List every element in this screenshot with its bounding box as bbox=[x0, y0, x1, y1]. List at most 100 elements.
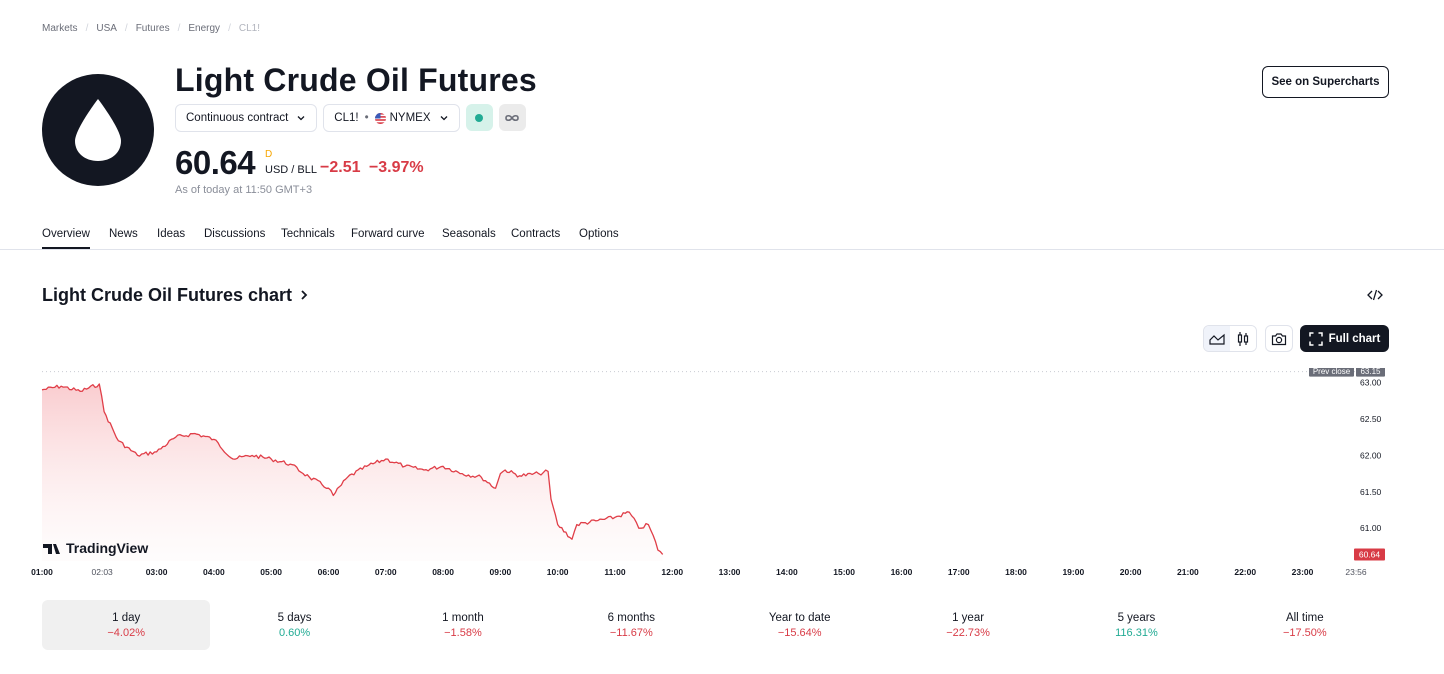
exchange-label: NYMEX bbox=[389, 112, 431, 124]
breadcrumb-markets[interactable]: Markets bbox=[42, 23, 78, 34]
market-open-status-button[interactable] bbox=[465, 104, 493, 131]
period-change: −17.50% bbox=[1282, 626, 1327, 639]
x-tick-label: 11:00 bbox=[604, 567, 626, 577]
chevron-down-icon bbox=[440, 116, 447, 121]
period-6-months[interactable]: 6 months −11.67% bbox=[547, 600, 715, 650]
tab-forward-curve[interactable]: Forward curve bbox=[351, 228, 425, 240]
exchange-select[interactable]: CL1! • NYMEX bbox=[323, 104, 460, 132]
x-tick-label: 18:00 bbox=[1005, 567, 1027, 577]
period-change: 0.60% bbox=[278, 626, 311, 639]
overview-tabs: Overview News Ideas Discussions Technica… bbox=[0, 224, 1444, 250]
period-change: −11.67% bbox=[609, 626, 653, 639]
period-year-to-date[interactable]: Year to date −15.64% bbox=[716, 600, 884, 650]
period-label: 5 years bbox=[1117, 611, 1156, 624]
tab-seasonals[interactable]: Seasonals bbox=[442, 228, 496, 240]
tab-ideas[interactable]: Ideas bbox=[157, 228, 186, 240]
period-label: 1 month bbox=[442, 611, 484, 624]
period-change: −1.58% bbox=[444, 626, 482, 639]
x-tick-label: 02:03 bbox=[92, 567, 114, 577]
x-tick-label: 01:00 bbox=[31, 567, 53, 577]
price-area-fill bbox=[42, 384, 663, 561]
x-tick-label: 09:00 bbox=[489, 567, 511, 577]
chart-heading-link[interactable]: Light Crude Oil Futures chart bbox=[42, 285, 309, 306]
tab-overview[interactable]: Overview bbox=[42, 228, 90, 249]
tab-discussions[interactable]: Discussions bbox=[204, 228, 266, 240]
breadcrumb-futures[interactable]: Futures bbox=[135, 23, 170, 34]
y-tick-label: 62.00 bbox=[1360, 450, 1382, 460]
x-tick-label: 06:00 bbox=[318, 567, 340, 577]
period-5-days[interactable]: 5 days 0.60% bbox=[210, 600, 378, 650]
prev-close-label: Prev close bbox=[1313, 368, 1351, 376]
period-change: −15.64% bbox=[777, 626, 822, 639]
y-tick-label: 62.50 bbox=[1360, 414, 1382, 424]
price-chart[interactable]: 63.00 62.50 62.00 61.50 61.00 Prev close 63.15… bbox=[0, 368, 1444, 583]
embed-code-button[interactable] bbox=[1366, 287, 1384, 303]
x-tick-label: 05:00 bbox=[260, 567, 282, 577]
price-timestamp: As of today at 11:50 GMT+3 bbox=[175, 184, 313, 196]
period-all-time[interactable]: All time −17.50% bbox=[1221, 600, 1389, 650]
period-1-day[interactable]: 1 day −4.02% bbox=[42, 600, 211, 650]
oil-drop-logo-icon bbox=[42, 74, 154, 186]
last-price-badge bbox=[1354, 548, 1385, 561]
breadcrumb-usa[interactable]: USA bbox=[96, 23, 117, 34]
contract-select[interactable]: Continuous contract bbox=[175, 104, 318, 132]
area-chart-button[interactable] bbox=[1204, 326, 1230, 351]
price-change-abs: −2.51 bbox=[320, 159, 361, 176]
price-currency: USD / BLL bbox=[265, 164, 317, 176]
x-tick-label: 03:00 bbox=[146, 567, 168, 577]
tab-news[interactable]: News bbox=[109, 228, 138, 240]
period-label: 6 months bbox=[607, 611, 655, 624]
breadcrumb-symbol: CL1! bbox=[238, 23, 260, 34]
x-tick-label: 15:00 bbox=[833, 567, 855, 577]
tab-options[interactable]: Options bbox=[579, 228, 619, 240]
candles-chart-button[interactable] bbox=[1230, 326, 1256, 351]
period-label: 5 days bbox=[277, 611, 312, 624]
continuous-link-button[interactable] bbox=[498, 104, 526, 131]
chevron-right-icon bbox=[301, 290, 308, 300]
price-change: −2.51 −3.97% bbox=[320, 159, 424, 177]
period-5-years[interactable]: 5 years 116.31% bbox=[1052, 600, 1220, 650]
prev-close-value-badge bbox=[1356, 368, 1385, 377]
x-tick-label: 22:00 bbox=[1234, 567, 1256, 577]
last-price: 60.64 bbox=[175, 144, 256, 181]
period-label: 1 year bbox=[952, 611, 985, 624]
performance-periods: 1 day −4.02% 5 days 0.60% 1 month −1.58% 6 mon… bbox=[42, 600, 1389, 650]
fullscreen-icon bbox=[1308, 331, 1323, 346]
full-chart-button[interactable]: Full chart bbox=[1300, 325, 1389, 352]
period-label: 1 day bbox=[112, 611, 141, 624]
code-icon bbox=[1367, 289, 1383, 301]
chart-toolbar: Full chart bbox=[1203, 325, 1389, 352]
infinity-icon bbox=[505, 114, 519, 121]
x-tick-label: 12:00 bbox=[661, 567, 683, 577]
x-tick-label: 23:56 bbox=[1345, 567, 1367, 577]
period-label: Year to date bbox=[768, 611, 831, 624]
price-change-pct: −3.97% bbox=[368, 159, 424, 176]
symbol-chips: Continuous contract CL1! • NYMEX bbox=[175, 104, 526, 132]
market-open-dot-icon bbox=[475, 113, 484, 122]
y-tick-label: 63.00 bbox=[1360, 378, 1382, 388]
price-delay-badge: D bbox=[265, 149, 273, 160]
x-tick-label: 07:00 bbox=[375, 567, 397, 577]
prev-close-value: 63.15 bbox=[1360, 368, 1381, 376]
full-chart-label: Full chart bbox=[1328, 332, 1381, 345]
see-on-supercharts-button[interactable]: See on Supercharts bbox=[1262, 66, 1389, 98]
dot-separator: • bbox=[364, 112, 369, 124]
tab-technicals[interactable]: Technicals bbox=[281, 228, 335, 240]
y-tick-label: 61.50 bbox=[1360, 487, 1382, 497]
x-tick-label: 08:00 bbox=[432, 567, 454, 577]
tab-contracts[interactable]: Contracts bbox=[511, 228, 561, 240]
breadcrumb-energy[interactable]: Energy bbox=[188, 23, 221, 34]
period-label: All time bbox=[1285, 611, 1324, 624]
breadcrumb-separator: / bbox=[85, 23, 89, 34]
chevron-down-icon bbox=[297, 116, 305, 121]
period-1-year[interactable]: 1 year −22.73% bbox=[884, 600, 1052, 650]
period-1-month[interactable]: 1 month −1.58% bbox=[379, 600, 547, 650]
us-flag-icon bbox=[374, 112, 386, 124]
x-tick-label: 13:00 bbox=[719, 567, 741, 577]
tradingview-logo-icon bbox=[43, 544, 60, 554]
x-tick-label: 17:00 bbox=[948, 567, 970, 577]
snapshot-button[interactable] bbox=[1265, 325, 1293, 352]
x-tick-label: 21:00 bbox=[1177, 567, 1199, 577]
symbol-label: CL1! bbox=[334, 112, 359, 124]
breadcrumb-separator: / bbox=[124, 23, 128, 34]
